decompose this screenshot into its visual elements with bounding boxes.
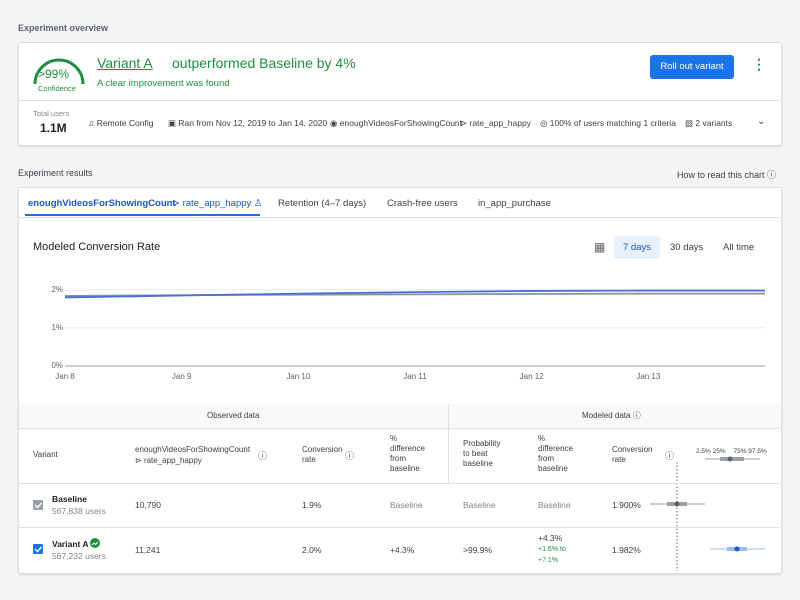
x-tick-label: Jan 13 (636, 372, 661, 381)
meta-text: Remote Config (96, 118, 154, 128)
x-tick-label: Jan 10 (286, 372, 311, 381)
interval-label: 75% (733, 448, 747, 455)
meta-item: ▣ Ran from Nov 12, 2019 to Jan 14, 2020 (168, 118, 328, 128)
x-tick-label: Jan 8 (55, 372, 75, 381)
chart: 0% 1% 2% Jan 8 Jan 9 Jan 10 Jan 11 Jan 12 Jan 13 (51, 285, 765, 381)
column-header: % difference from baseline (390, 434, 425, 473)
cell: Baseline (538, 500, 571, 510)
tab[interactable]: Retention (4–7 days) (278, 198, 367, 209)
cell: 11,241 (135, 545, 161, 555)
headline: outperformed Baseline by 4% (172, 55, 356, 71)
column-header: enoughVideosForShowingCount (135, 445, 251, 454)
cell-range: +7.1% (538, 557, 559, 564)
column-header: Variant (33, 450, 58, 459)
meta-text: 2 variants (695, 118, 733, 128)
tab[interactable]: ⊳ rate_app_happy ♙ (172, 198, 263, 209)
cell-range: +1.6% to (538, 546, 566, 553)
column-header: ⊳ rate_app_happy (135, 456, 202, 465)
help-link[interactable]: How to read this chart ⓘ (676, 170, 776, 180)
group-label: Modeled data ⓘ (582, 411, 641, 420)
meta-text: enoughVideosForShowingCount (339, 118, 463, 128)
column-header: Conversion rate (302, 445, 343, 464)
interval-label: 97.5% (748, 448, 767, 455)
cell: Baseline (463, 500, 496, 510)
group-header (19, 404, 779, 428)
cell: 2.0% (302, 545, 322, 555)
divider (19, 527, 779, 528)
meta-text: rate_app_happy (469, 118, 531, 128)
cell: 1.900% (612, 500, 641, 510)
range-button[interactable]: 30 days (670, 242, 704, 253)
cell: +4.3% (538, 533, 563, 543)
y-tick-label: 2% (51, 285, 63, 294)
meta-item: ♫ Remote Config (88, 118, 154, 128)
column-text: rate_app_happy (143, 456, 202, 465)
column-header: Probability to beat baseline (463, 439, 501, 468)
y-tick-label: 0% (51, 361, 63, 370)
range-button[interactable]: All time (723, 242, 755, 253)
variant-users: 567,838 users (52, 506, 106, 516)
meta-item: ▧ 2 variants (685, 118, 733, 128)
calendar-icon[interactable]: ▦ (594, 240, 606, 254)
meta-item: ◎ 100% of users matching 1 criteria (540, 118, 676, 128)
expand-chevron[interactable]: ⌄ (757, 116, 766, 127)
section-heading: Experiment overview (18, 23, 109, 33)
variant-users: 567,232 users (52, 551, 106, 561)
meta-text: 100% of users matching 1 criteria (549, 118, 676, 128)
group-label: Observed data (207, 411, 260, 420)
divider (19, 428, 779, 429)
column-header: Conversion rate (612, 445, 653, 464)
section-heading: Experiment results (18, 168, 93, 178)
cell: >99.9% (463, 545, 493, 555)
series-line (64, 289, 765, 299)
roll-out-button[interactable]: Roll out variant (650, 55, 734, 79)
confidence-value: >99% (38, 67, 70, 81)
tab-text: rate_app_happy (182, 198, 252, 209)
range-button[interactable]: 7 days (614, 236, 660, 259)
more-menu[interactable]: ⋮ (752, 56, 766, 72)
y-tick-label: 1% (51, 323, 63, 332)
cell: +4.3% (390, 545, 415, 555)
interval-label: 25% (712, 448, 726, 455)
info-icon[interactable]: ⓘ (345, 451, 355, 461)
divider (448, 404, 449, 483)
x-tick-label: Jan 11 (403, 372, 427, 381)
confidence-label: Confidence (38, 84, 76, 93)
x-tick-label: Jan 12 (520, 372, 545, 381)
info-icon[interactable]: ⓘ (665, 451, 675, 461)
group-text: Modeled data (582, 411, 631, 420)
help-text: How to read this chart (676, 170, 765, 180)
variant-name: Baseline (52, 494, 87, 504)
variant-link[interactable]: Variant A (97, 55, 153, 71)
meta-item: ⊳ rate_app_happy (460, 118, 531, 128)
meta-text: Ran from Nov 12, 2019 to Jan 14, 2020 (178, 118, 328, 128)
total-users: 1.1M (40, 121, 67, 135)
divider (19, 217, 779, 218)
cell: 1.982% (612, 545, 641, 555)
cell: 10,790 (135, 500, 161, 510)
divider (19, 100, 779, 101)
interval-label: 2.5% (696, 448, 711, 455)
info-icon[interactable]: ⓘ (258, 451, 268, 461)
total-users-label: Total users (33, 109, 70, 118)
cell: 1.9% (302, 500, 322, 510)
tab[interactable]: enoughVideosForShowingCount (28, 198, 176, 209)
divider (19, 483, 779, 484)
variant-name: Variant A (52, 539, 89, 549)
x-tick-label: Jan 9 (172, 372, 192, 381)
cell: Baseline (390, 500, 423, 510)
chart-title: Modeled Conversion Rate (33, 241, 161, 253)
tab[interactable]: in_app_purchase (478, 198, 551, 209)
tab-indicator (25, 214, 260, 216)
meta-item: ◉ enoughVideosForShowingCount (330, 118, 463, 128)
interval-labels: 2.5% 25% 75% 97.5% (696, 447, 767, 457)
tab[interactable]: Crash-free users (387, 198, 458, 209)
column-header: % difference from baseline (538, 434, 573, 473)
subtitle: A clear improvement was found (97, 78, 230, 89)
confidence-gauge (33, 58, 85, 85)
